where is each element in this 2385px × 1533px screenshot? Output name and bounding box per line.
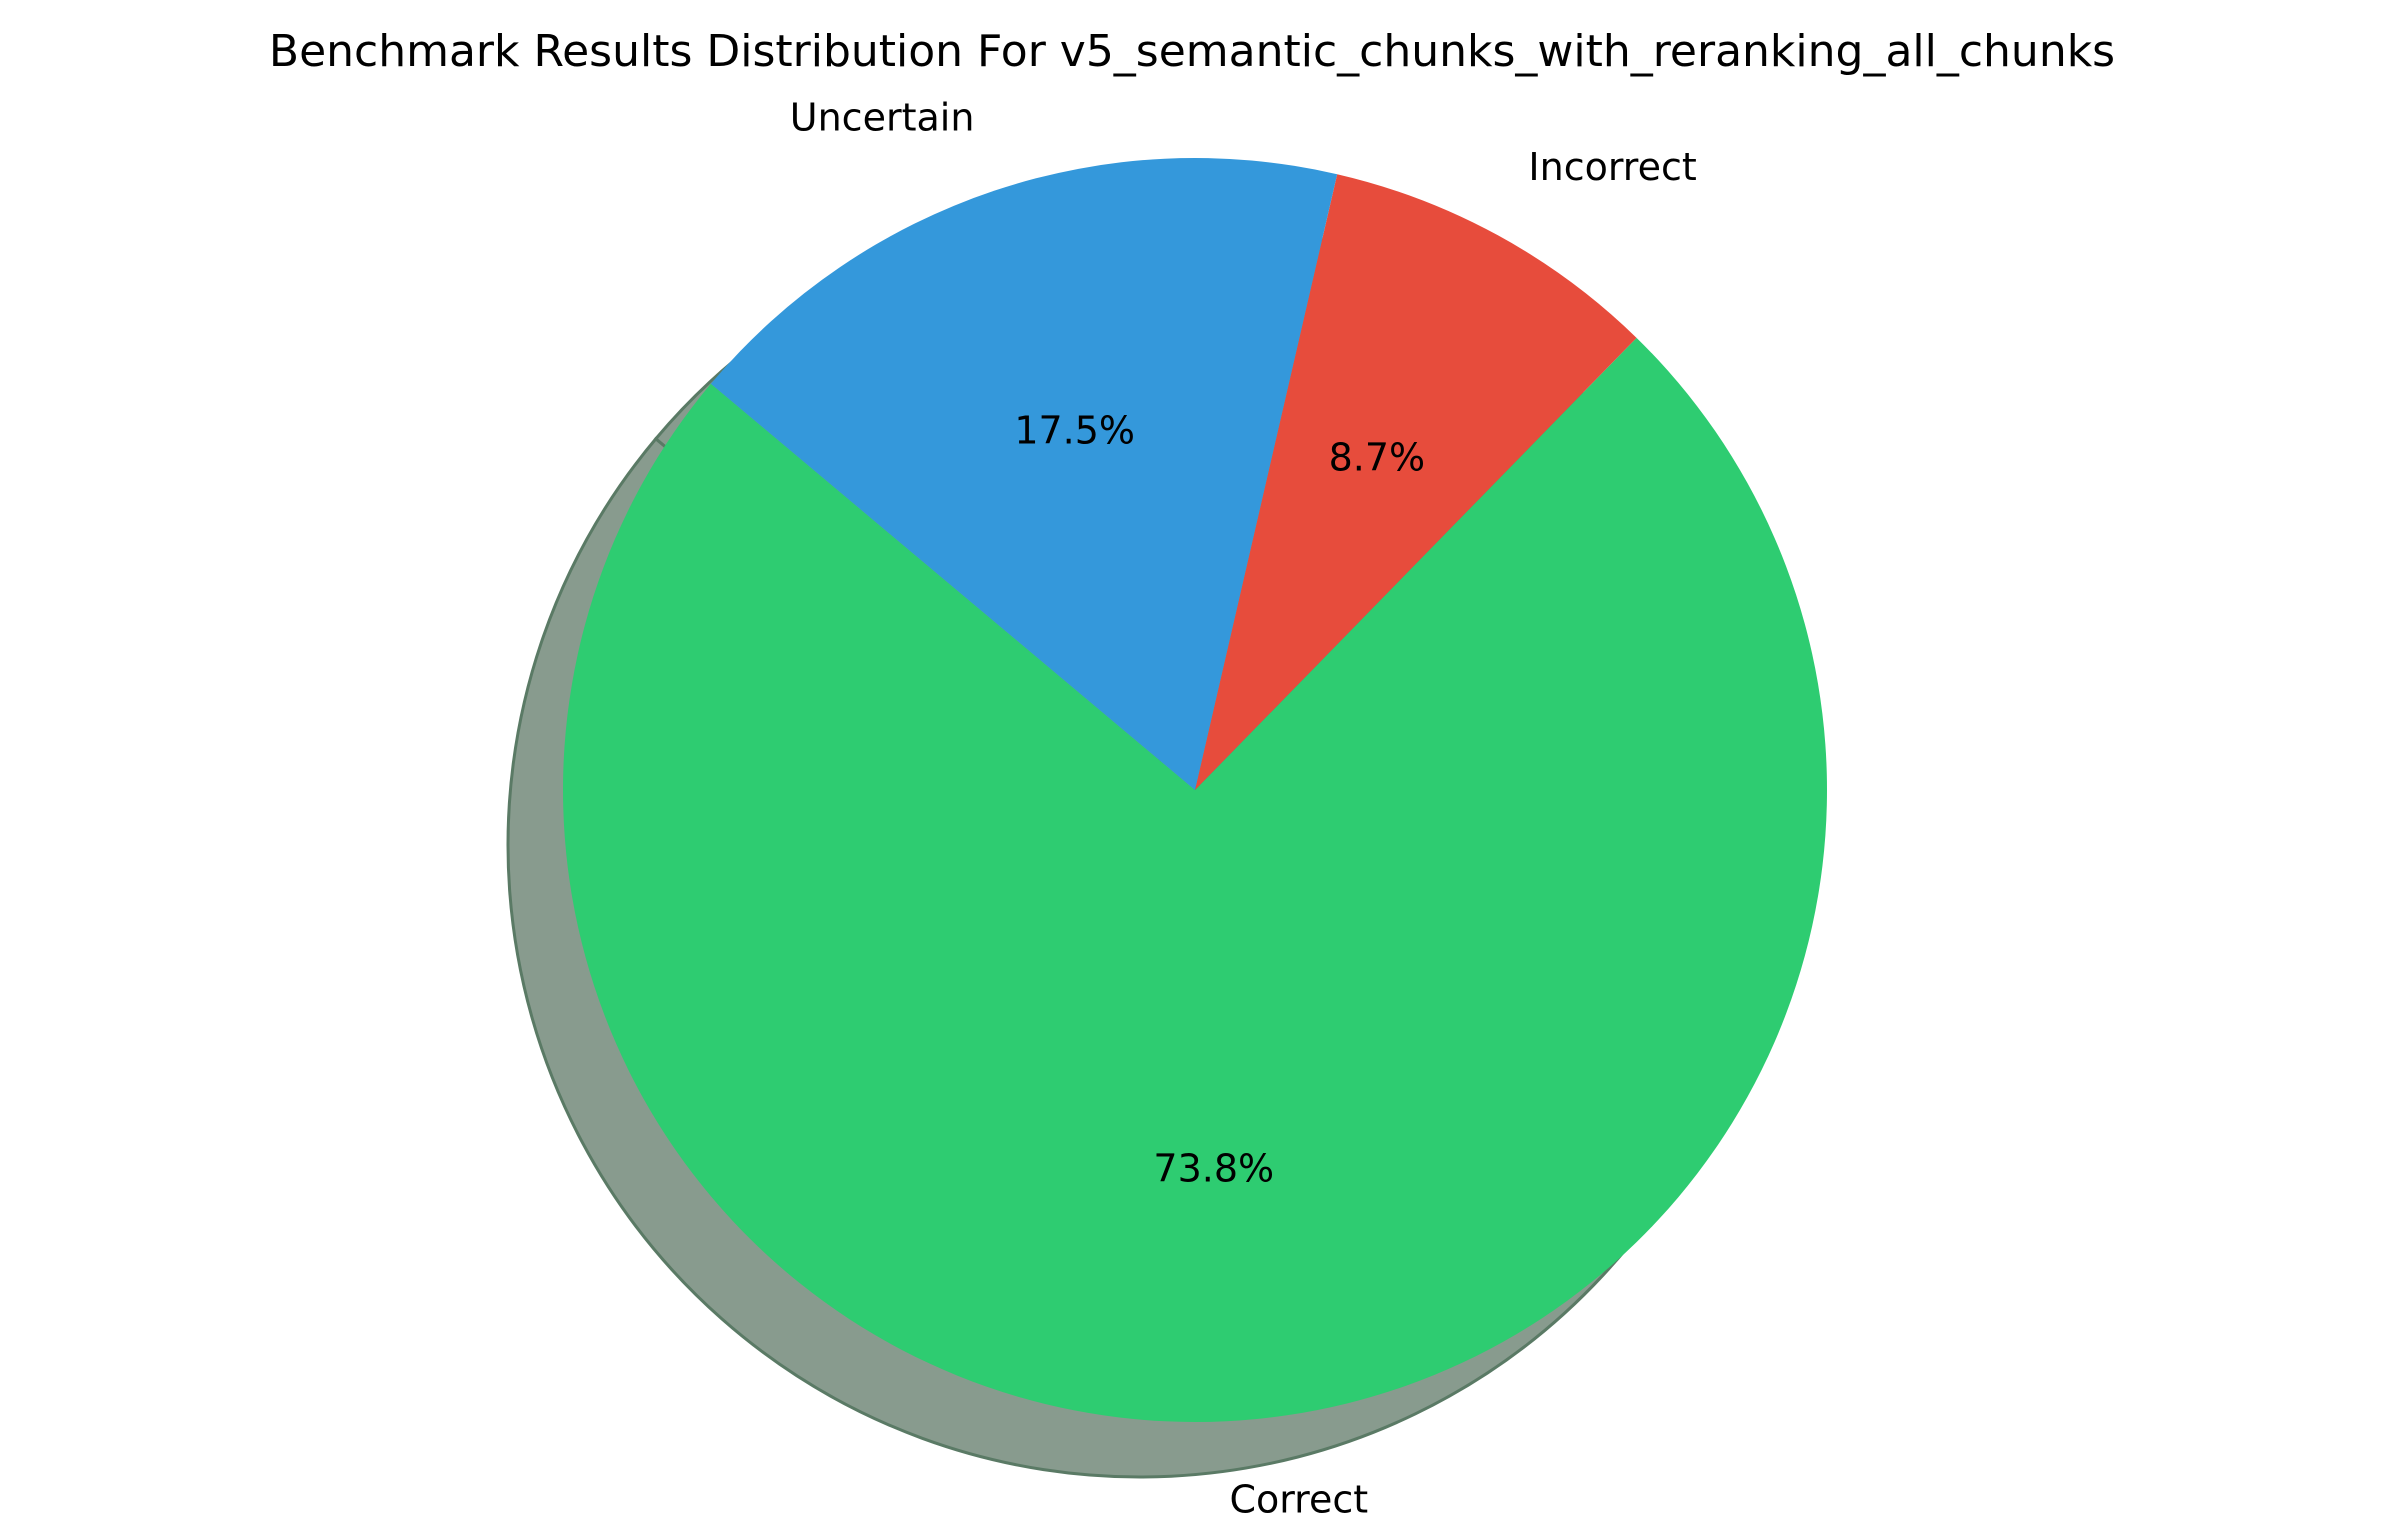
pie-slice-uncertain <box>710 157 1338 790</box>
slice-label-correct: Correct <box>1229 1477 1368 1521</box>
slice-percent-incorrect: 8.7% <box>1329 435 1426 479</box>
pie-label-layer: Correct 73.8% Incorrect 8.7% Uncertain 17.5% <box>790 96 1697 1522</box>
pie-slice-incorrect <box>1195 174 1637 790</box>
slice-percent-uncertain: 17.5% <box>1014 408 1135 452</box>
slice-label-incorrect: Incorrect <box>1528 145 1696 189</box>
slice-percent-correct: 73.8% <box>1153 1147 1274 1191</box>
pie-slice-layer <box>563 157 1828 1422</box>
slice-label-uncertain: Uncertain <box>790 96 975 140</box>
chart-title: Benchmark Results Distribution For v5_se… <box>269 26 2115 77</box>
pie-slice-correct <box>563 337 1828 1422</box>
